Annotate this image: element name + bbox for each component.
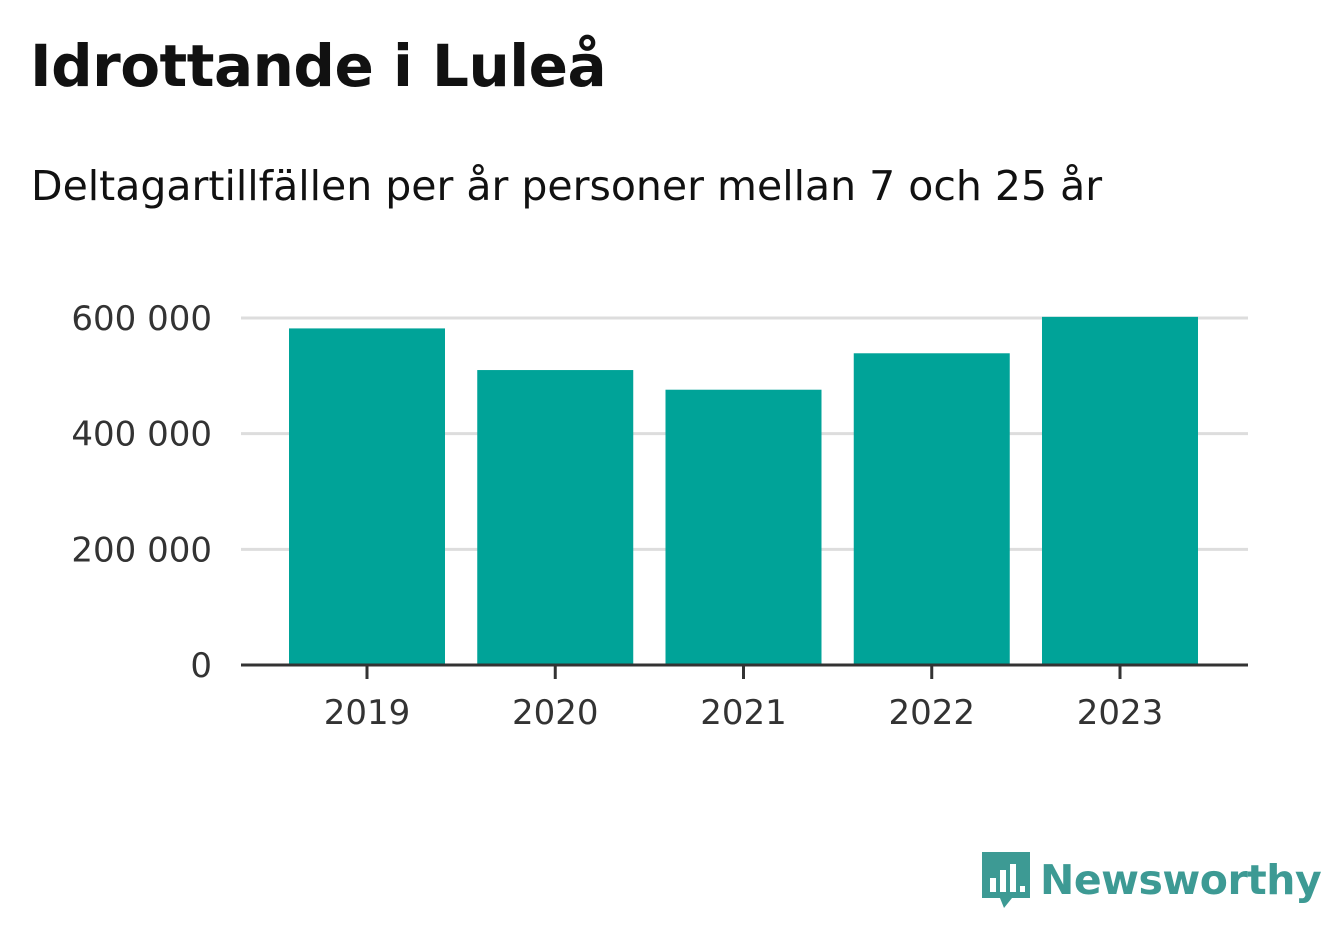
y-tick-label: 400 000	[71, 415, 212, 455]
bar-2019	[289, 328, 445, 665]
x-tick-label: 2021	[700, 693, 787, 733]
brand-name: Newsworthy	[1040, 856, 1322, 904]
y-axis-tick-labels: 0 200 000 400 000 600 000	[71, 299, 212, 686]
x-tick-label: 2020	[512, 693, 599, 733]
y-tick-label: 600 000	[71, 299, 212, 339]
x-tick-label: 2022	[888, 693, 975, 733]
bar-2020	[477, 370, 634, 665]
chart-subtitle: Deltagartillfällen per år personer mella…	[31, 162, 1103, 210]
bars	[289, 316, 1198, 665]
x-axis: 2019 2020 2021 2022 2023	[241, 663, 1248, 733]
bar-2023	[1041, 316, 1198, 665]
y-tick-label: 0	[190, 646, 212, 686]
x-tick-label: 2023	[1077, 693, 1164, 733]
x-tick-label: 2019	[324, 693, 411, 733]
newsworthy-logo: Newsworthy	[980, 850, 1322, 910]
bar-2022	[853, 353, 1010, 665]
bar-chart-speech-bubble-icon	[982, 852, 1030, 908]
bar-2021	[665, 389, 822, 665]
chart-title: Idrottande i Luleå	[30, 32, 607, 100]
y-tick-label: 200 000	[71, 530, 212, 570]
